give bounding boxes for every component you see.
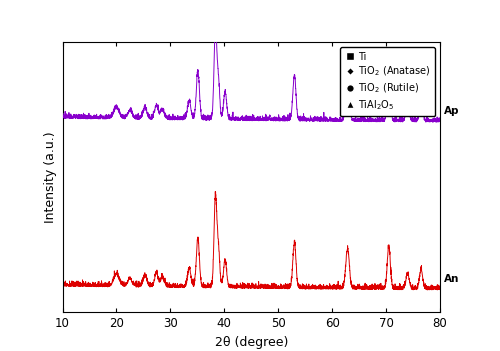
Y-axis label: Intensity (a.u.): Intensity (a.u.): [44, 131, 57, 223]
Text: Ap: Ap: [444, 106, 460, 116]
X-axis label: 2θ (degree): 2θ (degree): [214, 336, 288, 349]
Legend: Ti, TiO$_2$ (Anatase), TiO$_2$ (Rutile), TiAl$_2$O$_5$: Ti, TiO$_2$ (Anatase), TiO$_2$ (Rutile),…: [340, 47, 435, 117]
Text: An: An: [444, 274, 460, 284]
